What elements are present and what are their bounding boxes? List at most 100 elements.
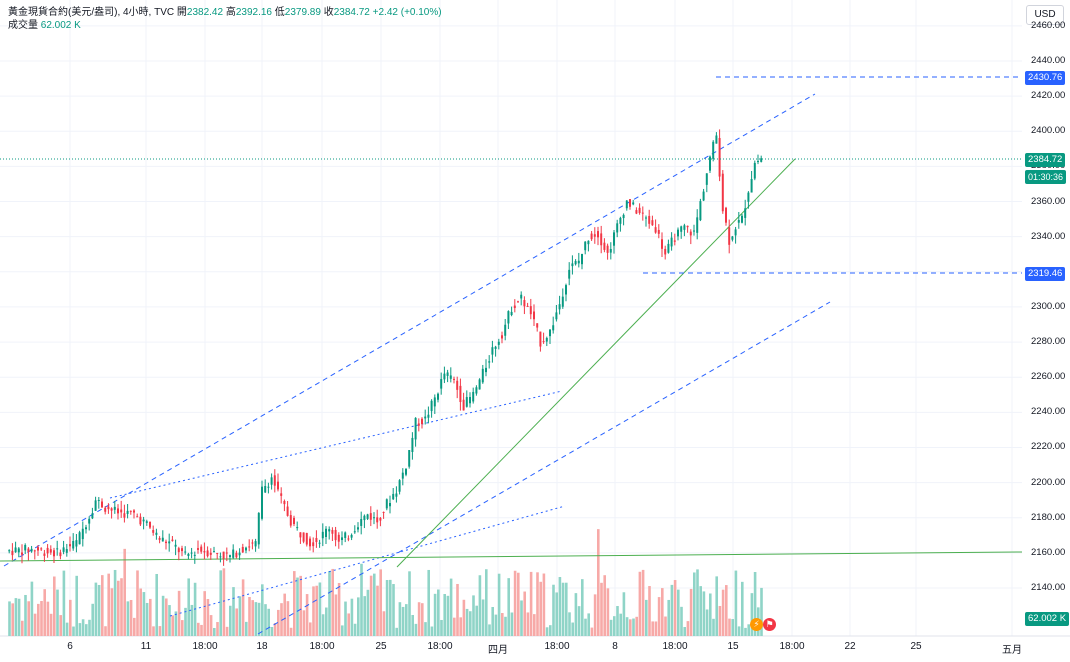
volume-bar [558,577,562,636]
trend-lines [0,93,1023,635]
us-flag-icon[interactable]: ⚑ [763,618,776,631]
candle-body [37,547,39,551]
volume-bar [760,587,763,636]
price-tick-label: 2460.00 [1031,19,1066,31]
candle-body [133,510,135,513]
candle-body [609,248,612,253]
candle-body [232,549,235,558]
volume-bar [616,606,619,636]
volume-bar [379,569,382,636]
candle-body [661,239,663,249]
volume-bar [321,614,325,636]
volume-bar [219,570,222,636]
volume-bar [267,608,270,636]
lightning-icon[interactable]: ⚡ [750,618,763,631]
candle-body [325,528,327,537]
volume-bar [165,598,168,636]
volume-bar [469,611,472,636]
volume-bar [709,593,712,636]
volume-bar [270,626,274,636]
volume-bar [190,604,194,636]
candle-body [382,511,385,513]
high-label: 高 [225,7,236,18]
candle-body [65,549,68,553]
volume-bar [88,619,91,636]
channel-lower-line [257,301,831,635]
candle-body [731,236,734,240]
candle-body [645,217,647,219]
low-line-price-tag: 2319.46 [1025,267,1066,281]
volume-bar [737,626,741,636]
candle-body [129,510,132,512]
volume-bar [661,588,664,636]
candle-body [635,210,638,214]
volume-bar [110,588,114,636]
volume-bar [478,575,482,636]
candle-body [286,506,289,516]
volume-label[interactable]: 成交量 [8,20,38,31]
price-tick-label: 2300.00 [1031,300,1066,312]
volume-bar [357,597,360,636]
candle-body [478,379,481,390]
candle-body [357,527,359,530]
candle-body [152,530,155,533]
volume-bar [456,583,459,636]
volume-bar [414,623,418,636]
candle-body [174,544,177,547]
candle-body [651,220,654,226]
price-tick-label: 2340.00 [1031,230,1066,242]
candle-body [501,335,503,339]
currency-button[interactable]: USD [1026,5,1064,25]
volume-bar [539,581,542,636]
volume-bar [299,575,302,636]
volume-bar [139,588,142,636]
volume-bar [472,595,475,636]
volume-bar [437,589,440,636]
symbol-title[interactable]: 黃金現貨合約(美元/盎司), 4小時, TVC [8,7,175,18]
volume-bar [97,584,101,636]
volume-bar [363,596,366,636]
volume-bar [94,582,98,636]
volume-bar [344,601,347,636]
candle-body [344,532,347,538]
candle-body [139,516,142,525]
volume-bar [155,573,158,636]
candle-body [158,538,161,540]
candle-body [430,400,433,412]
candle-body [417,423,420,426]
volume-bar [158,626,162,636]
volume-bar [622,592,626,636]
candle-body [584,241,587,251]
candle-body [747,192,750,202]
volume-bar [561,582,565,636]
volume-bar [37,603,40,636]
candle-body [421,418,423,425]
volume-bar [360,563,363,636]
candle-body [277,481,279,490]
candle-body [321,531,324,539]
candle-body [293,517,295,525]
volume-bar [670,584,674,636]
volume-bar [40,600,43,636]
candle-body [443,373,446,380]
candle-body [465,397,468,407]
channel-upper-line [3,93,816,567]
volume-bar [30,581,34,636]
volume-bar [699,586,702,636]
volume-bar [126,601,130,636]
volume-bar [248,597,251,636]
volume-bar [549,625,552,636]
candle-body [305,532,308,545]
candle-body [213,551,215,553]
candle-body [53,550,55,557]
candle-body [526,305,529,307]
volume-bar [200,624,203,636]
candle-body [539,331,542,347]
volume-bar [395,627,398,636]
time-tick-label: 11 [140,641,152,652]
candle-body [120,509,123,513]
volume-bar [27,601,30,636]
volume-bar [635,616,638,636]
volume-bar [529,571,533,636]
